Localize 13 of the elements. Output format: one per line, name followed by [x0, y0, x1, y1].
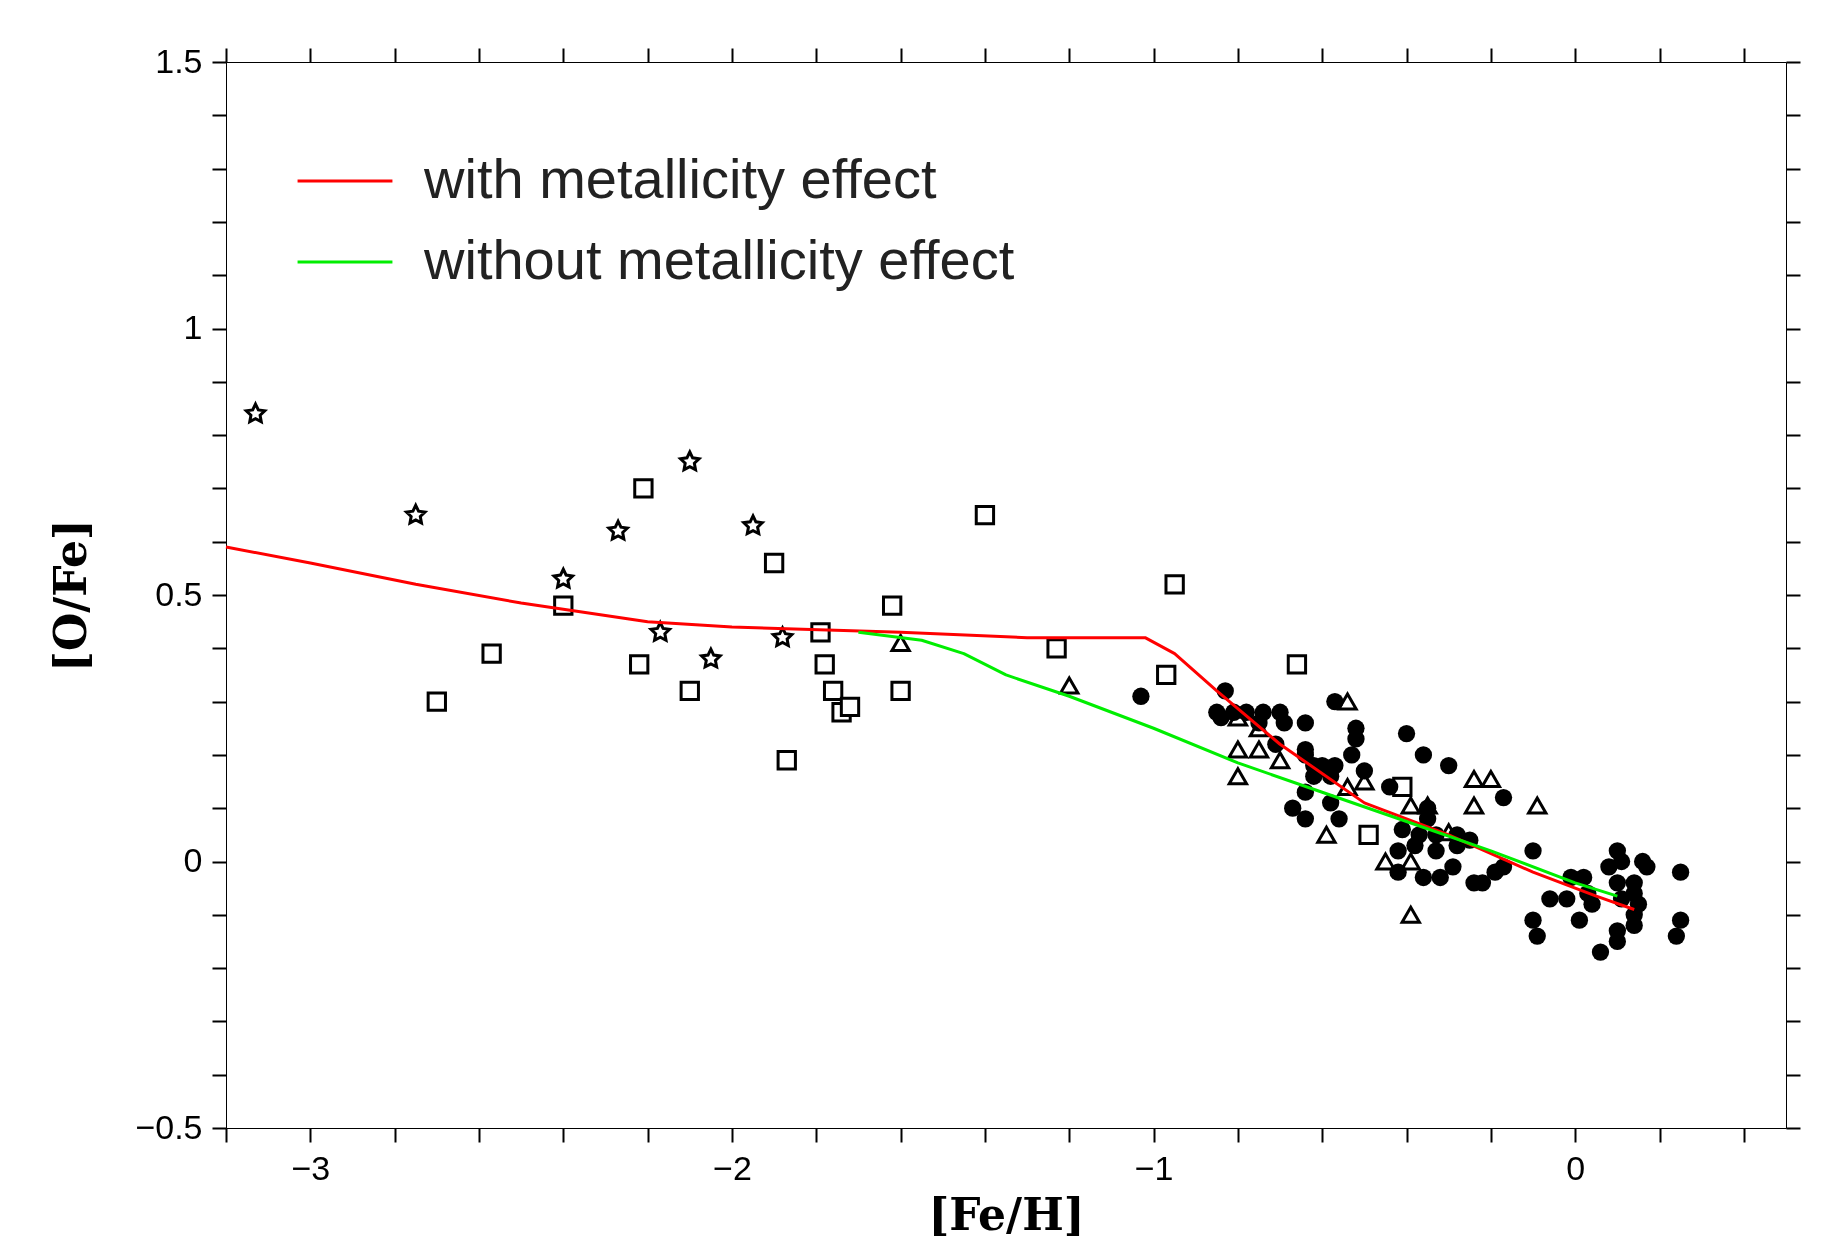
legend-label: with metallicity effect	[423, 147, 937, 210]
y-tick-label: 0.5	[155, 574, 203, 613]
y-tick-label: −0.5	[135, 1107, 203, 1146]
x-axis-title: [Fe/H]	[928, 1188, 1085, 1240]
y-tick-label: 0	[183, 841, 203, 879]
y-tick-label: 1	[183, 308, 203, 346]
y-axis-title: [O/Fe]	[45, 519, 97, 672]
x-tick-label: 0	[1566, 1148, 1586, 1187]
legend-label: without metallicity effect	[423, 228, 1015, 291]
x-tick-label: −2	[713, 1148, 752, 1187]
x-tick-label: −3	[291, 1148, 331, 1187]
x-tick-label: −1	[1134, 1148, 1174, 1187]
y-tick-label: 1.5	[155, 41, 203, 80]
